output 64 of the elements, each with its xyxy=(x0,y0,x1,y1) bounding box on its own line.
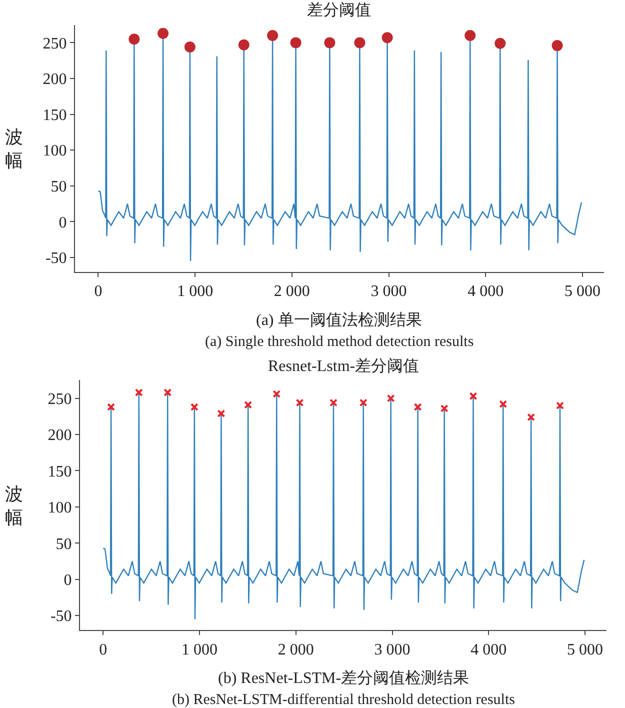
point xyxy=(134,388,143,397)
y-tick-label: 100 xyxy=(42,142,67,160)
point xyxy=(382,32,393,44)
point xyxy=(329,398,338,407)
point xyxy=(324,37,336,48)
chart-title: Resnet-Lstm-差分阈值 xyxy=(268,357,420,375)
point xyxy=(354,37,366,48)
y-tick-label: 0 xyxy=(58,214,67,232)
x-tick-label: 2 000 xyxy=(274,283,310,300)
x-tick-label: 1 000 xyxy=(177,283,214,300)
point xyxy=(217,410,226,418)
line-series xyxy=(102,392,585,620)
point xyxy=(440,404,448,412)
x-tick-label: 3 000 xyxy=(374,641,410,658)
text: (b) ResNet-LSTM-differential threshold detection results xyxy=(172,692,516,708)
y-tick-label: 0 xyxy=(64,572,72,590)
y-axis-title: 波幅 xyxy=(5,127,23,170)
x-tick-label: 3 000 xyxy=(370,283,407,300)
point xyxy=(128,34,140,45)
y-tick-label: 250 xyxy=(48,390,72,408)
point xyxy=(238,39,250,50)
point xyxy=(499,400,508,408)
x-tick-label: 1 000 xyxy=(182,641,218,658)
point xyxy=(359,398,368,407)
point xyxy=(469,392,478,400)
x-tick-label: 4 000 xyxy=(470,641,507,658)
y-tick-label: 150 xyxy=(48,463,72,480)
point xyxy=(244,400,252,409)
point xyxy=(386,394,395,402)
point xyxy=(107,402,116,411)
x-tick-label: 5 000 xyxy=(564,283,600,300)
point xyxy=(556,402,564,410)
x-tick-label: 4 000 xyxy=(468,283,504,300)
y-tick-label: -50 xyxy=(45,250,67,268)
point xyxy=(184,41,196,52)
point xyxy=(158,28,169,39)
y-tick-label: 250 xyxy=(42,35,67,52)
y-tick-label: 150 xyxy=(42,106,67,124)
point xyxy=(267,30,278,42)
point xyxy=(164,388,172,397)
point xyxy=(296,398,304,407)
x-tick-label: 0 xyxy=(94,283,102,300)
x-axis-title: (b) ResNet-LSTM-差分阈值检测结果 xyxy=(218,669,470,687)
point xyxy=(494,38,506,49)
x-axis-title: (a) 单一阈值法检测结果 xyxy=(256,311,422,329)
point xyxy=(414,402,422,411)
point xyxy=(527,413,536,422)
point xyxy=(552,40,563,52)
point xyxy=(272,390,281,398)
x-tick-label: 2 000 xyxy=(278,641,314,658)
chart-title: 差分阈值 xyxy=(307,1,371,19)
y-tick-label: 100 xyxy=(48,500,72,517)
point xyxy=(290,37,302,48)
x-tick-label: 0 xyxy=(99,641,108,658)
point xyxy=(464,30,476,42)
y-tick-label: 200 xyxy=(42,71,67,88)
y-tick-label: 50 xyxy=(56,536,72,553)
text: (a) Single threshold method detection results xyxy=(205,334,474,350)
point xyxy=(190,402,198,411)
y-tick-label: 50 xyxy=(50,178,67,196)
x-tick-label: 5 000 xyxy=(567,641,604,658)
y-axis-title: 波幅 xyxy=(5,484,23,528)
y-tick-label: -50 xyxy=(50,608,72,626)
y-tick-label: 200 xyxy=(48,427,72,444)
